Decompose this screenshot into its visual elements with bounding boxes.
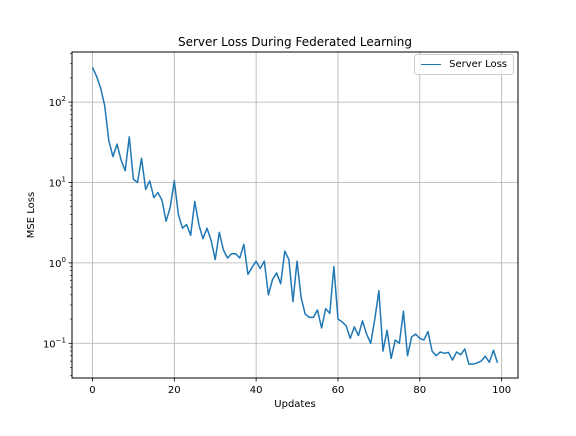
x-tick-label: 100 (492, 385, 511, 396)
x-tick-label: 0 (89, 385, 95, 396)
legend: Server Loss (414, 54, 514, 75)
series-layer (91, 67, 499, 365)
plot-frame (71, 51, 519, 379)
x-tick-label: 20 (168, 385, 181, 396)
x-tick-layer: 0 20 40 60 80 100 (89, 378, 511, 396)
x-tick-label: 60 (332, 385, 345, 396)
y-tick-label: 101 (49, 175, 66, 189)
series-line-server-loss (91, 67, 499, 365)
grid-layer (72, 52, 518, 378)
chart-title: Server Loss During Federated Learning (178, 35, 412, 49)
x-tick-label: 80 (413, 385, 426, 396)
y-tick-label: 102 (49, 95, 66, 109)
y-tick-label: 100 (49, 256, 66, 270)
legend-label: Server Loss (449, 59, 507, 70)
y-tick-label: 10−1 (43, 336, 66, 350)
y-tick-layer: 10−1 100 101 102 (43, 53, 72, 376)
x-axis-label: Updates (274, 399, 315, 410)
x-tick-label: 40 (250, 385, 263, 396)
y-axis-label: MSE Loss (26, 192, 37, 238)
legend-line-swatch (421, 64, 442, 65)
